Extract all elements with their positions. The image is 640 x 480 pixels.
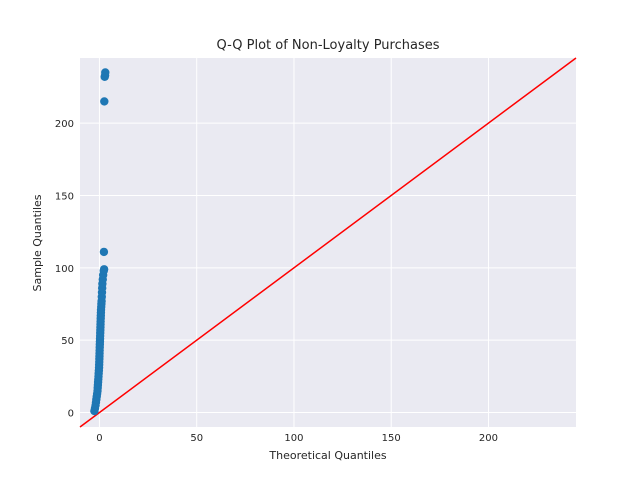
data-point [99, 247, 109, 257]
data-point [101, 68, 110, 77]
y-tick-label: 50 [61, 336, 74, 347]
chart-title: Q-Q Plot of Non-Loyalty Purchases [217, 38, 440, 53]
x-tick-label: 100 [284, 433, 303, 444]
data-point [100, 97, 109, 106]
x-tick-label: 50 [190, 433, 203, 444]
y-axis-label: Sample Quantiles [31, 194, 44, 291]
reference-line [79, 57, 577, 428]
y-tick-label: 100 [55, 264, 74, 275]
x-tick-labels: 0 50 100 150 200 [96, 433, 498, 444]
data-points [90, 68, 110, 416]
x-axis-label: Theoretical Quantiles [268, 449, 386, 462]
gridlines [80, 58, 576, 427]
x-tick-label: 150 [382, 433, 401, 444]
reference-line-layer [79, 57, 577, 428]
y-tick-labels: 0 50 100 150 200 [55, 119, 74, 419]
y-tick-label: 200 [55, 119, 74, 130]
y-tick-label: 0 [68, 409, 74, 420]
x-tick-label: 200 [479, 433, 498, 444]
x-tick-label: 0 [96, 433, 102, 444]
data-point [99, 265, 109, 274]
y-tick-label: 150 [55, 191, 74, 202]
